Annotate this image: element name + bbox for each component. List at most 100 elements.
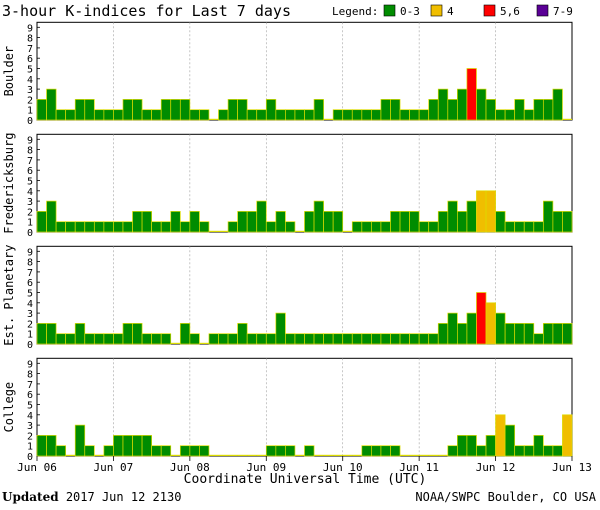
k-index-bar: [380, 445, 391, 457]
k-index-bar-zero: [352, 454, 362, 456]
k-index-bar: [457, 211, 468, 233]
k-index-bar: [390, 99, 401, 121]
k-index-bar: [65, 221, 76, 233]
k-index-bar: [390, 211, 401, 233]
k-index-bar: [189, 211, 200, 233]
k-index-bar: [361, 221, 372, 233]
k-index-bar: [380, 99, 391, 121]
k-index-bar-zero: [208, 454, 219, 456]
k-index-bar: [342, 109, 353, 121]
k-index-bar: [36, 323, 47, 345]
y-tick-label: 9: [27, 359, 33, 370]
k-index-bar: [93, 333, 105, 345]
k-index-bar: [227, 99, 238, 121]
k-index-bar: [428, 221, 439, 233]
y-tick-label: 8: [27, 34, 33, 45]
k-index-bar: [227, 333, 238, 345]
k-index-bar: [457, 88, 468, 121]
y-tick-label: 8: [27, 370, 33, 381]
k-index-bar-zero: [199, 342, 209, 344]
k-index-bar: [84, 333, 95, 345]
legend-label-7-9: 7-9: [553, 5, 573, 18]
y-tick-label: 6: [27, 278, 33, 289]
y-tick-label: 0: [27, 116, 33, 127]
k-index-bar: [380, 333, 391, 345]
legend-label-5-6: 5,6: [500, 5, 520, 18]
k-index-bar: [122, 221, 133, 233]
y-tick-label: 5: [27, 65, 33, 76]
k-index-bar: [351, 333, 363, 345]
k-index-bar: [361, 333, 372, 345]
k-index-bar: [476, 190, 487, 233]
k-index-bar: [46, 435, 57, 457]
x-tick-label: Jun 07: [94, 461, 134, 474]
k-index-bar: [55, 445, 67, 457]
k-index-bar: [141, 333, 152, 345]
k-index-bar: [562, 211, 573, 233]
k-index-bar: [399, 333, 410, 345]
k-index-bar-zero: [218, 454, 229, 456]
panel-label: Fredericksburg: [2, 133, 16, 234]
k-index-bar: [371, 445, 382, 457]
k-index-bar-zero: [247, 454, 257, 456]
k-index-bar: [447, 99, 458, 121]
k-index-bar: [275, 109, 286, 121]
k-index-bar: [160, 221, 172, 233]
k-index-bar: [199, 445, 210, 457]
k-index-bar: [323, 333, 334, 345]
k-index-bar: [132, 211, 143, 233]
k-index-bar-zero: [333, 454, 343, 456]
k-index-bar: [332, 211, 344, 233]
k-index-bar: [46, 200, 57, 233]
legend-swatch-5-6: [483, 4, 496, 17]
k-index-bar: [151, 109, 162, 121]
k-index-bar: [151, 221, 162, 233]
k-index-bar: [504, 109, 516, 121]
k-index-bar: [84, 221, 95, 233]
k-index-bar: [199, 109, 210, 121]
k-index-bar: [93, 221, 105, 233]
k-index-bar: [428, 333, 439, 345]
k-index-bar: [418, 333, 430, 345]
k-index-bar: [466, 200, 477, 233]
k-index-bar: [351, 109, 363, 121]
k-index-bar: [218, 333, 229, 345]
k-index-bar: [151, 445, 162, 457]
k-index-bar: [132, 99, 143, 121]
y-tick-label: 1: [27, 106, 33, 117]
k-index-bar: [313, 200, 324, 233]
k-index-bar: [466, 435, 477, 457]
k-index-bar-zero: [409, 454, 420, 456]
k-index-bar-zero: [218, 230, 229, 232]
k-index-bar: [533, 333, 544, 345]
k-index-bar: [132, 435, 143, 457]
k-index-bar: [36, 211, 47, 233]
y-tick-label: 0: [27, 228, 33, 239]
k-index-bar: [103, 221, 114, 233]
k-index-bar: [418, 109, 430, 121]
k-index-bar: [323, 211, 334, 233]
k-index-bar: [304, 109, 315, 121]
k-index-bar: [199, 221, 210, 233]
x-tick-label: Jun 08: [170, 461, 210, 474]
k-index-bar-zero: [237, 454, 248, 456]
chart-title: 3-hour K-indices for Last 7 days: [2, 2, 291, 20]
k-index-bar: [84, 99, 95, 121]
k-index-bar: [74, 99, 86, 121]
x-tick-label: Jun 09: [246, 461, 286, 474]
k-index-bar: [542, 445, 554, 457]
legend-swatch-7-9: [536, 4, 549, 17]
k-index-bar: [552, 323, 563, 345]
y-tick-label: 4: [27, 411, 33, 422]
k-index-bar: [523, 109, 535, 121]
k-index-bar: [533, 99, 544, 121]
y-tick-label: 7: [27, 44, 33, 55]
k-index-bar: [409, 109, 420, 121]
k-index-bar: [514, 221, 525, 233]
y-tick-label: 8: [27, 258, 33, 269]
k-index-bar: [151, 333, 162, 345]
k-index-bar-zero: [400, 454, 410, 456]
updated-stamp: Updated 2017 Jun 12 2130: [2, 490, 181, 504]
k-index-bar: [74, 424, 86, 457]
k-index-bar: [74, 221, 86, 233]
